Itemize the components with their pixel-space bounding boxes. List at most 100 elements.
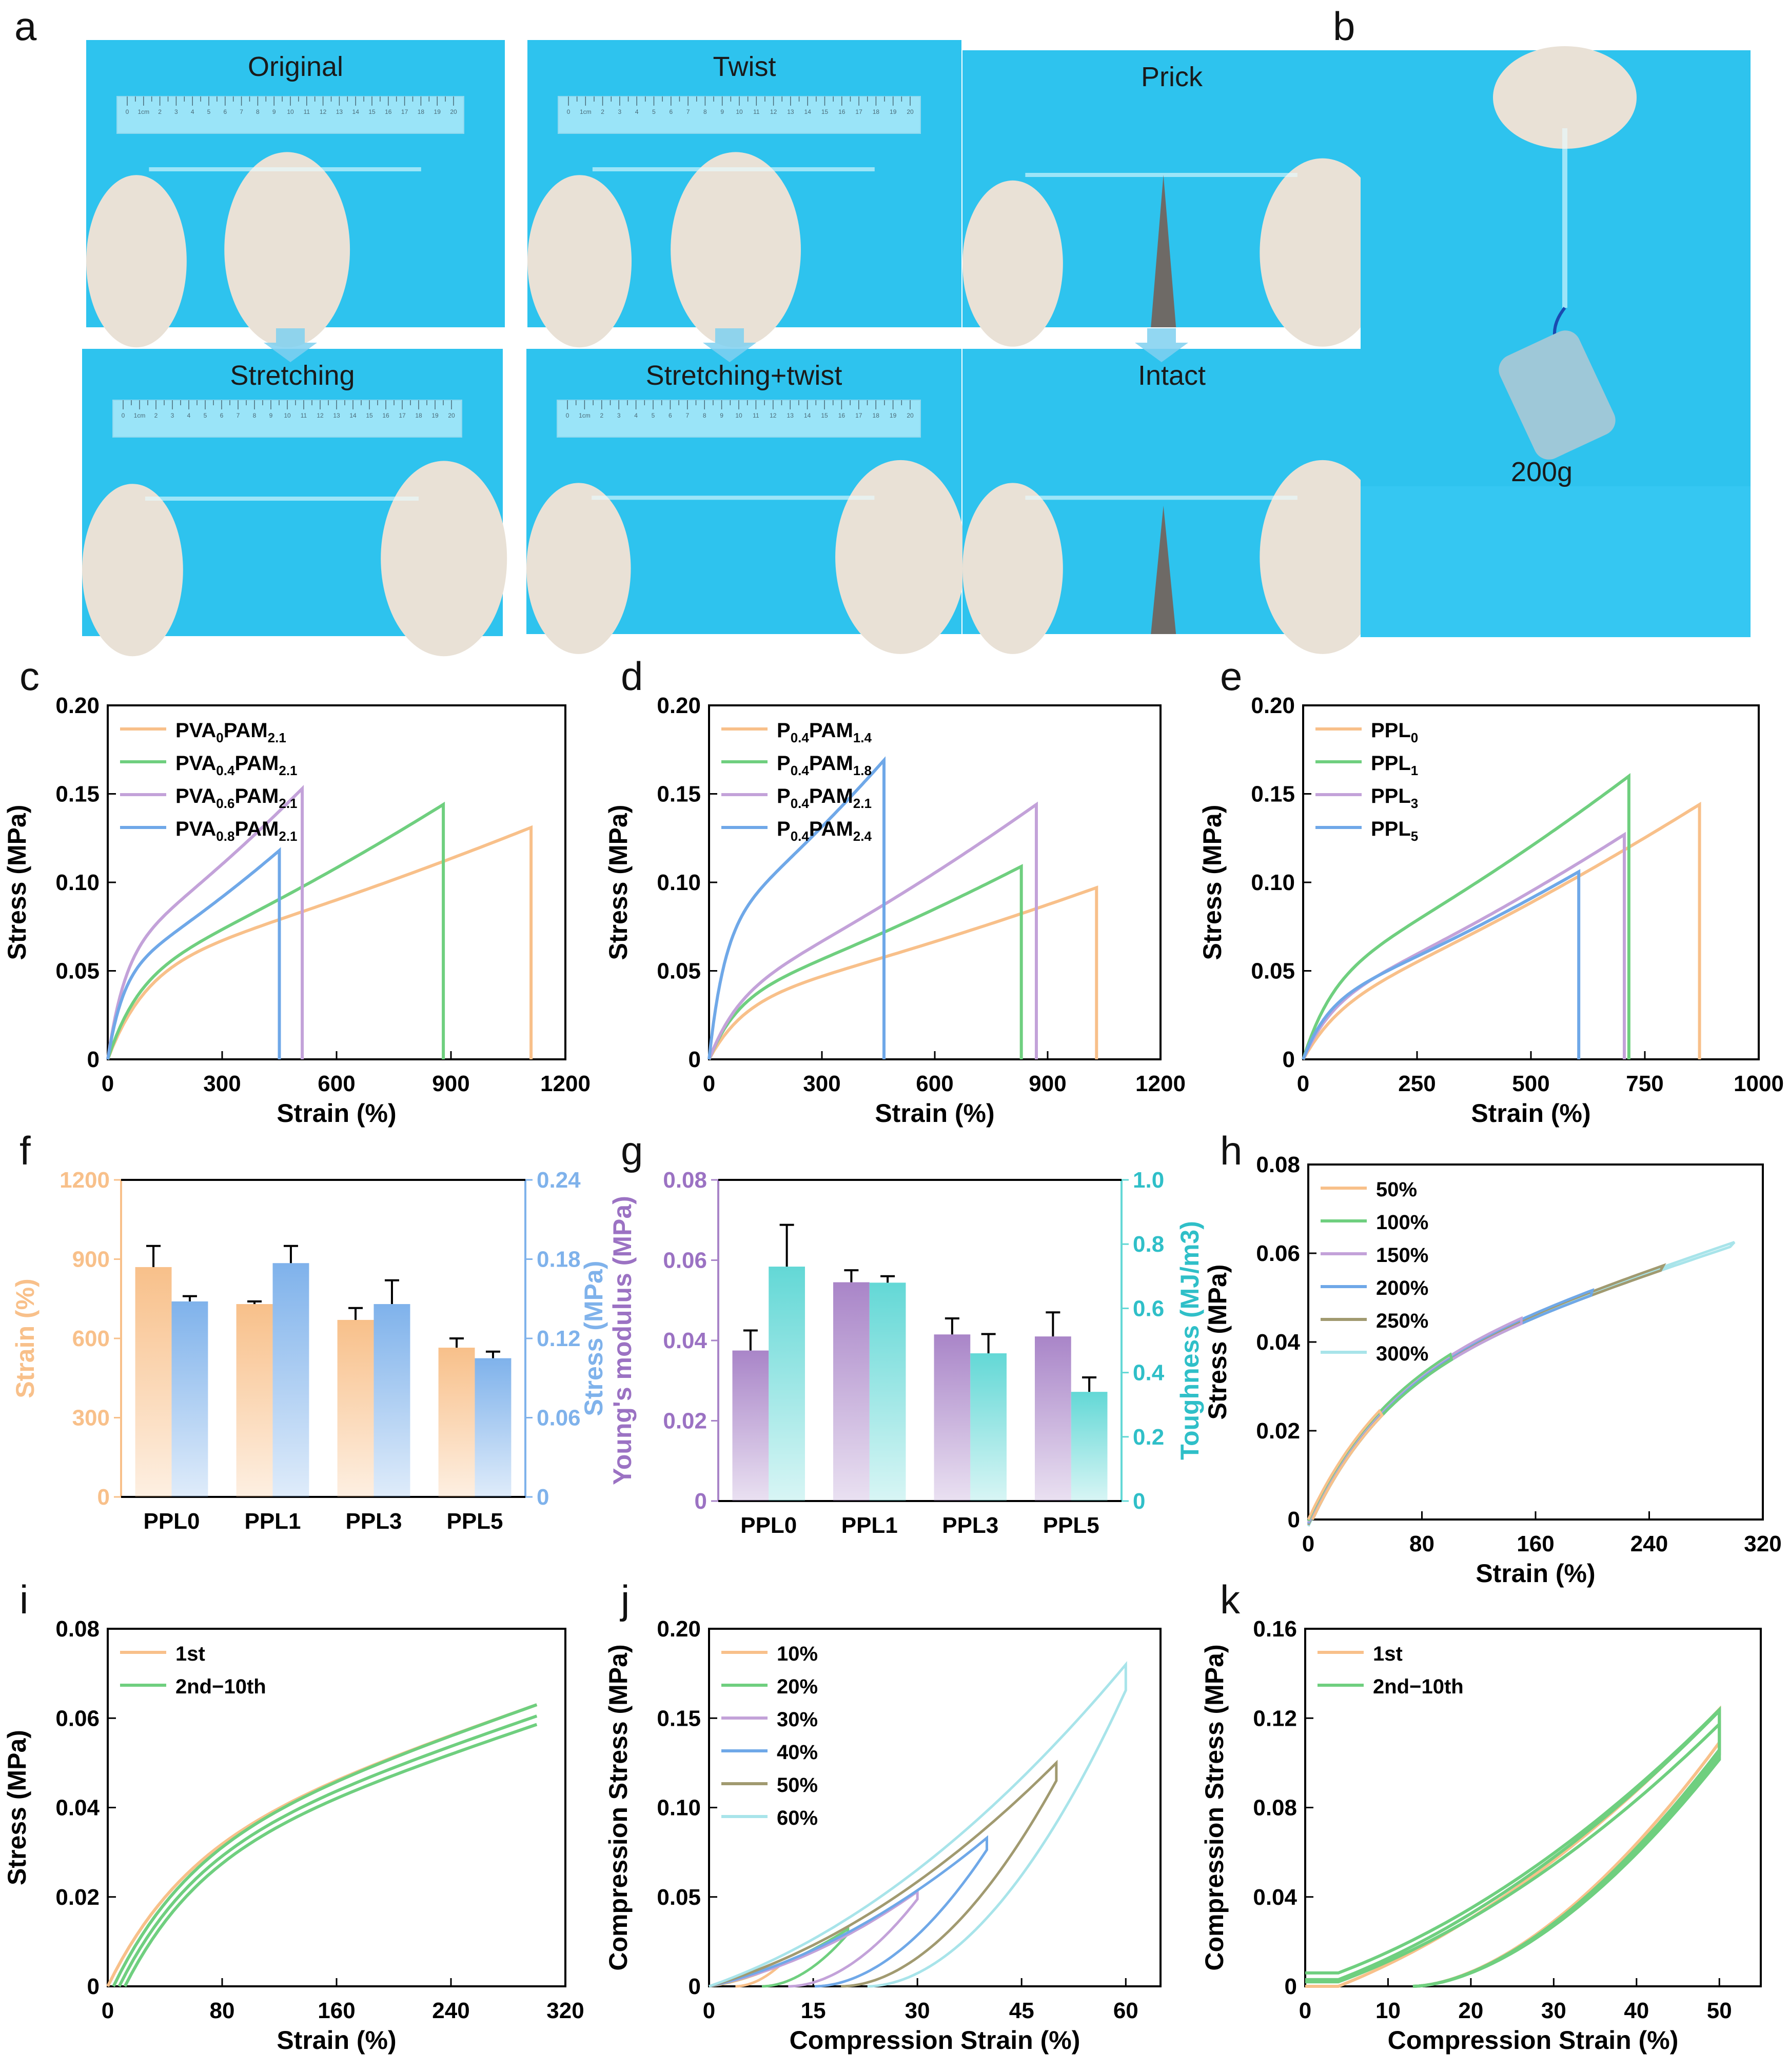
y-tick-label: 0.15	[55, 782, 100, 807]
y2-tick-label: 0.18	[537, 1247, 581, 1272]
ruler-number: 1cm	[137, 108, 149, 115]
x-tick-label: 0	[1302, 1531, 1314, 1556]
panel-label-e: e	[1220, 654, 1242, 699]
bar-right	[171, 1301, 208, 1497]
ruler-number: 3	[174, 108, 178, 115]
ruler-number: 18	[415, 412, 422, 419]
chart-j: j 0 15 30 45 60 0 0.05 0.10 0.15 0.20 Compression S…	[604, 1577, 1162, 2055]
ruler-number: 19	[434, 108, 441, 115]
panel-label-h: h	[1220, 1128, 1242, 1173]
ruler-number: 14	[804, 412, 811, 419]
x-tick-label: 10	[1375, 1998, 1401, 2023]
y-tick-label: 0.05	[55, 959, 100, 984]
legend-label: PVA0.8PAM2.1	[175, 818, 298, 844]
x-tick-label: 750	[1626, 1071, 1663, 1096]
ruler-number: 12	[320, 108, 327, 115]
legend-subscript: 2.1	[279, 763, 297, 778]
y-tick-label: 0.16	[1253, 1616, 1297, 1642]
glove-right	[1260, 460, 1386, 654]
y-tick-label: 0.20	[1251, 693, 1295, 718]
ruler-number: 2	[158, 108, 162, 115]
ruler-number: 5	[652, 412, 655, 419]
y-tick-label: 300	[72, 1406, 110, 1431]
chart-k: k 0 10 20 30 40 50 0 0.04 0.08 0.12 0.16 Compression…	[1200, 1577, 1762, 2055]
glove-right	[224, 152, 350, 348]
category-label: PPL1	[841, 1513, 898, 1538]
x-tick-label: 30	[905, 1998, 930, 2023]
series-line	[1305, 1705, 1721, 1988]
ruler-number: 7	[686, 108, 690, 115]
y-tick-label: 0	[1288, 1507, 1300, 1532]
y-axis-label: Stress (MPa)	[3, 805, 31, 960]
y-tick-label: 0.08	[663, 1168, 707, 1193]
series-line	[1305, 1720, 1721, 1988]
y-tick-label: 0.02	[55, 1885, 100, 1910]
legend-label: 20%	[777, 1675, 818, 1698]
ruler-number: 6	[669, 412, 672, 419]
ruler-number: 16	[385, 108, 392, 115]
photo-2: 0 1cm 2 3 4 5 6 7 8 9 10 11 12 13 14 15 16 17 18 19 20 Twist	[527, 40, 961, 348]
ruler-number: 4	[634, 412, 638, 419]
ruler-number: 18	[873, 412, 880, 419]
y-tick-label: 0.05	[1251, 959, 1295, 984]
panel-label-a: a	[14, 4, 37, 49]
ruler-number: 9	[720, 412, 723, 419]
legend-label: 50%	[777, 1774, 818, 1797]
scissor-blade	[1151, 175, 1176, 327]
ruler-number: 10	[284, 412, 291, 419]
legend-subscript: 0.4	[791, 828, 810, 844]
series-line	[707, 801, 1038, 1060]
ruler-number: 19	[431, 412, 439, 419]
photo-4: 0 1cm 2 3 4 5 6 7 8 9 10 11 12 13 14 15 16 17 18 19 20 Stretc…	[82, 349, 507, 657]
ruler-number: 20	[448, 412, 455, 419]
ruler-number: 5	[652, 108, 656, 115]
bar-left	[732, 1350, 769, 1501]
x-tick-label: 80	[1409, 1531, 1434, 1556]
weight-label: 200g	[1511, 457, 1572, 487]
glove-right	[381, 461, 507, 657]
panel-label-j: j	[620, 1577, 630, 1622]
ruler-number: 1cm	[580, 108, 592, 115]
bar-right	[1071, 1392, 1108, 1501]
x-tick-label: 30	[1541, 1998, 1566, 2023]
ruler-number: 11	[753, 108, 760, 115]
ruler-number: 9	[720, 108, 724, 115]
x-tick-label: 0	[102, 1071, 114, 1096]
legend-label: PPL5	[1371, 818, 1418, 844]
legend-subscript: 0.8	[216, 828, 234, 844]
bar-right	[769, 1267, 805, 1501]
ruler-number: 10	[287, 108, 294, 115]
legend-part: PPL	[1371, 818, 1411, 840]
chart-c: c 0 300 600 900 1200 0 0.05 0.10 0.15 0.20 Strain (…	[3, 654, 591, 1128]
glove-right	[671, 152, 801, 348]
ruler-number: 2	[600, 412, 603, 419]
series-line	[1307, 1263, 1666, 1526]
ruler-number: 12	[317, 412, 324, 419]
legend-subscript: 1.4	[853, 730, 872, 745]
legend-part: P	[777, 752, 791, 775]
x-tick-label: 20	[1458, 1998, 1483, 2023]
series-line	[1307, 1352, 1453, 1522]
legend-part: PAM	[809, 719, 853, 742]
legend-label: 150%	[1376, 1244, 1428, 1267]
x-tick-label: 1000	[1734, 1071, 1784, 1096]
legend-subscript: 2.1	[279, 828, 297, 844]
legend-part: P	[777, 818, 791, 840]
ruler-number: 15	[368, 108, 376, 115]
x-tick-label: 15	[801, 1998, 826, 2023]
ruler-number: 12	[770, 108, 777, 115]
x-tick-label: 0	[102, 1998, 114, 2023]
legend-label: 40%	[777, 1741, 818, 1764]
y2-tick-label: 0.8	[1133, 1232, 1164, 1257]
y-axis-label: Stress (MPa)	[1198, 805, 1227, 960]
category-label: PPL0	[740, 1513, 797, 1538]
legend-part: PAM	[224, 719, 268, 742]
series-line	[1302, 869, 1581, 1060]
x-tick-label: 300	[803, 1071, 840, 1096]
photo-caption: Stretching	[230, 360, 355, 391]
y-tick-label: 0.06	[55, 1706, 100, 1731]
legend-label: PPL3	[1371, 785, 1418, 811]
y-tick-label: 0.04	[663, 1328, 707, 1353]
legend-label: P0.4PAM2.4	[777, 818, 872, 844]
ruler-number: 19	[890, 412, 897, 419]
